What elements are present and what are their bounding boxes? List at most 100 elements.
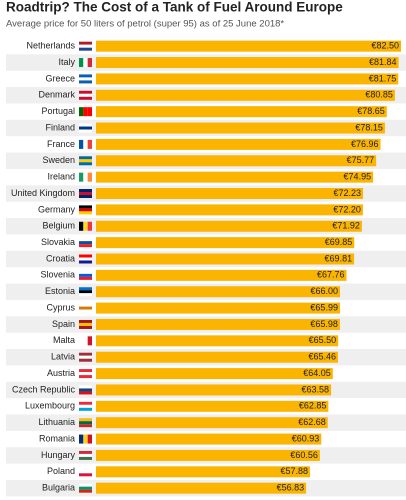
bar bbox=[96, 302, 340, 314]
flag bbox=[79, 303, 92, 307]
flag bbox=[79, 74, 92, 78]
value-label: €69.85 bbox=[325, 237, 353, 247]
flag bbox=[79, 486, 92, 490]
category-label: France bbox=[47, 139, 75, 149]
bar bbox=[96, 40, 401, 52]
flag bbox=[79, 77, 92, 81]
flag bbox=[79, 238, 92, 242]
flag bbox=[87, 107, 92, 117]
bar bbox=[96, 106, 387, 118]
bar bbox=[96, 318, 340, 330]
bar bbox=[96, 122, 385, 134]
flag bbox=[79, 273, 92, 277]
value-label: €65.98 bbox=[310, 319, 338, 329]
flag bbox=[79, 434, 84, 444]
flag bbox=[79, 208, 92, 212]
category-label: Portugal bbox=[41, 106, 75, 116]
flag bbox=[79, 467, 92, 471]
flag bbox=[79, 107, 84, 117]
flag bbox=[79, 211, 92, 215]
category-label: Netherlands bbox=[26, 41, 75, 51]
category-label: Hungary bbox=[41, 450, 76, 460]
value-label: €66.00 bbox=[310, 286, 338, 296]
flag bbox=[83, 221, 88, 231]
value-label: €72.23 bbox=[334, 188, 362, 198]
category-label: United Kingdom bbox=[11, 188, 75, 198]
flag bbox=[79, 322, 92, 326]
category-label: Lithuania bbox=[38, 417, 75, 427]
flag bbox=[79, 189, 92, 193]
flag bbox=[79, 159, 92, 163]
bar bbox=[96, 466, 310, 478]
flag bbox=[79, 453, 92, 457]
flag bbox=[79, 418, 92, 422]
flag bbox=[79, 358, 92, 362]
flag bbox=[79, 192, 92, 196]
value-label: €71.92 bbox=[332, 221, 360, 231]
category-label: Cyprus bbox=[46, 302, 75, 312]
bar bbox=[96, 351, 339, 363]
value-label: €81.75 bbox=[369, 73, 397, 83]
flag bbox=[79, 290, 92, 294]
flag bbox=[79, 195, 92, 199]
flag bbox=[79, 388, 92, 392]
category-label: Sweden bbox=[42, 155, 75, 165]
value-label: €60.56 bbox=[290, 450, 318, 460]
flag bbox=[79, 221, 84, 231]
category-label: Spain bbox=[52, 319, 75, 329]
flag bbox=[79, 287, 92, 291]
value-label: €64.05 bbox=[303, 368, 331, 378]
flag bbox=[79, 172, 84, 182]
flag bbox=[79, 319, 92, 323]
flag bbox=[79, 93, 92, 97]
value-label: €63.58 bbox=[302, 384, 330, 394]
chart-subtitle: Average price for 50 liters of petrol (s… bbox=[6, 19, 284, 30]
value-label: €76.96 bbox=[351, 139, 379, 149]
bar bbox=[96, 417, 328, 429]
bar bbox=[96, 335, 339, 347]
flag bbox=[83, 172, 88, 182]
value-label: €65.50 bbox=[309, 335, 337, 345]
flag bbox=[79, 375, 92, 379]
bar bbox=[96, 253, 355, 265]
flag bbox=[79, 401, 92, 405]
bar bbox=[96, 433, 322, 445]
bar bbox=[96, 269, 347, 281]
bar bbox=[96, 204, 363, 216]
value-label: €65.46 bbox=[308, 352, 336, 362]
value-label: €56.83 bbox=[277, 483, 305, 493]
value-label: €82.50 bbox=[371, 41, 399, 51]
chart-title: Roadtrip? The Cost of a Tank of Fuel Aro… bbox=[6, 0, 343, 15]
flag bbox=[79, 129, 92, 133]
flag bbox=[79, 162, 92, 166]
bar bbox=[96, 449, 320, 461]
flag bbox=[79, 391, 92, 395]
category-label: Latvia bbox=[51, 352, 75, 362]
value-label: €62.68 bbox=[298, 417, 326, 427]
flag bbox=[79, 260, 92, 264]
value-label: €74.95 bbox=[344, 172, 372, 182]
flag bbox=[79, 254, 92, 258]
flag bbox=[79, 456, 92, 460]
bar bbox=[96, 188, 364, 200]
flag bbox=[79, 126, 92, 130]
flag bbox=[79, 41, 92, 45]
value-label: €62.85 bbox=[299, 401, 327, 411]
flag bbox=[79, 58, 84, 68]
flag bbox=[79, 352, 92, 356]
flag bbox=[87, 139, 92, 149]
value-label: €78.65 bbox=[357, 106, 385, 116]
category-label: Italy bbox=[58, 57, 75, 67]
bar bbox=[96, 89, 395, 101]
rows: Netherlands €82.50 Italy €81.84 Greece €81.75… bbox=[6, 41, 406, 497]
flag bbox=[79, 421, 92, 425]
flag bbox=[79, 372, 92, 376]
value-label: €72.20 bbox=[333, 204, 361, 214]
bar bbox=[96, 171, 374, 183]
flag bbox=[79, 489, 92, 493]
flag bbox=[79, 473, 92, 477]
flag bbox=[79, 424, 92, 428]
bar bbox=[96, 286, 340, 298]
flag bbox=[87, 58, 92, 68]
